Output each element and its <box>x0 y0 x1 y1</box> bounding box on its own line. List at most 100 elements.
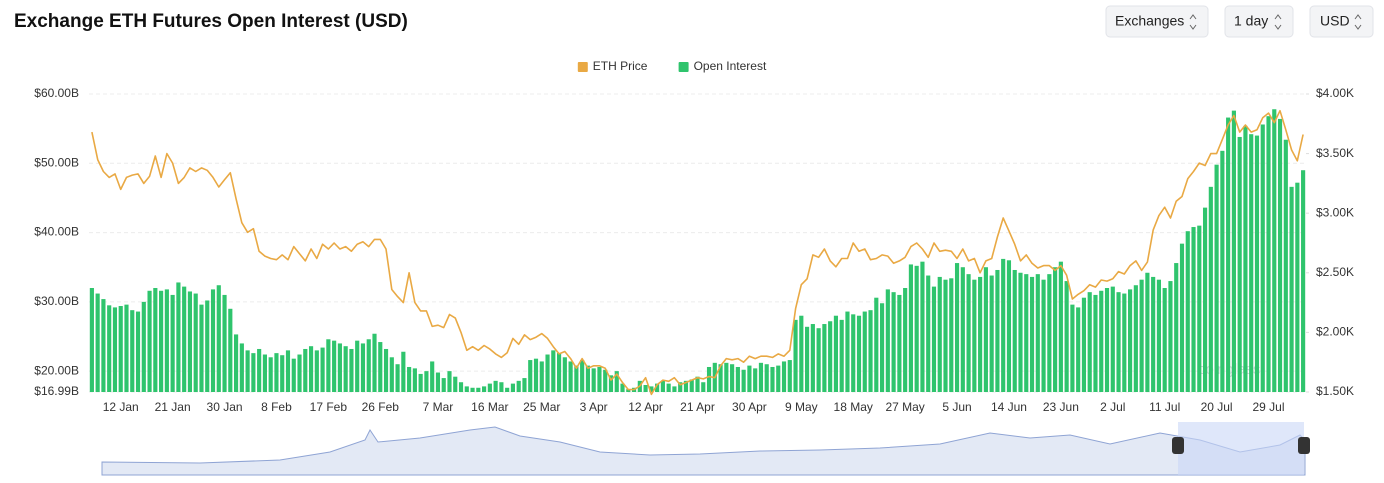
bar <box>1116 292 1121 392</box>
x-tick-label: 18 May <box>834 400 873 414</box>
bar <box>539 361 544 392</box>
bar <box>533 358 539 392</box>
bar <box>683 380 689 392</box>
bar <box>568 361 573 392</box>
navigator-window[interactable] <box>1178 422 1304 475</box>
bar <box>193 293 198 392</box>
x-tick-label: 16 Mar <box>471 400 508 414</box>
bar <box>464 386 469 392</box>
bar <box>718 364 723 392</box>
bar <box>1254 135 1260 393</box>
bar <box>1139 279 1144 392</box>
bar <box>355 340 360 392</box>
bar <box>222 294 227 392</box>
x-tick-label: 25 Mar <box>523 400 560 414</box>
bar <box>447 371 452 392</box>
bar <box>1191 227 1196 392</box>
chevron <box>1354 14 1362 30</box>
x-tick-label: 5 Jun <box>942 400 971 414</box>
bar <box>182 286 187 392</box>
bar <box>401 351 406 392</box>
bar <box>107 305 112 392</box>
bar <box>1168 281 1173 392</box>
button-bg <box>1224 5 1294 38</box>
legend-swatch <box>678 62 689 72</box>
chevron <box>1274 14 1282 30</box>
legend: ETH Price Open Interest <box>577 59 767 73</box>
bar <box>101 299 106 392</box>
bar <box>1231 110 1236 392</box>
bar <box>891 292 896 392</box>
bar <box>845 311 850 392</box>
bar <box>747 365 752 392</box>
bar <box>1202 207 1208 392</box>
bar <box>805 326 810 392</box>
bar <box>383 348 389 392</box>
bar <box>1029 276 1035 392</box>
bar <box>1226 117 1231 392</box>
bar <box>660 380 665 392</box>
bar <box>216 285 221 392</box>
bar <box>978 276 983 392</box>
bar <box>262 354 267 392</box>
navigator-handle[interactable] <box>1172 437 1184 454</box>
legend-label: Open Interest <box>694 59 767 73</box>
bar <box>257 348 262 392</box>
bar <box>239 343 244 392</box>
bar <box>308 346 314 392</box>
bar <box>112 307 118 392</box>
bar <box>1283 139 1288 392</box>
bar <box>776 365 781 392</box>
exchange-selector[interactable]: Exchanges <box>1105 5 1209 38</box>
bar <box>314 350 319 392</box>
bar <box>89 288 94 392</box>
navigator-handle[interactable] <box>1298 437 1310 454</box>
bar <box>1128 289 1133 392</box>
bar <box>753 368 758 392</box>
bar <box>1208 186 1213 392</box>
bar <box>510 383 516 392</box>
bar <box>130 310 135 392</box>
bar <box>1058 261 1063 392</box>
bar <box>164 289 169 392</box>
bar <box>389 357 394 392</box>
legend-swatch <box>577 62 588 72</box>
button-bg <box>1105 5 1209 38</box>
bar <box>378 342 383 392</box>
y2-tick-label: $2.50K <box>1316 265 1354 279</box>
x-tick-label: 8 Feb <box>261 400 292 414</box>
bar <box>626 389 631 392</box>
bar <box>153 288 158 392</box>
bar <box>556 353 562 392</box>
bar <box>505 387 510 392</box>
chart-title: Exchange ETH Futures Open Interest (USD) <box>14 11 408 32</box>
bar <box>1104 288 1110 392</box>
bar <box>706 366 712 392</box>
y-tick-label: $16.99B <box>34 384 79 398</box>
x-tick-label: 2 Jul <box>1100 400 1125 414</box>
button-label: USD <box>1320 13 1350 29</box>
bar <box>1237 136 1242 392</box>
bar <box>655 383 660 392</box>
y2-tick-label: $2.00K <box>1316 325 1354 339</box>
currency-selector[interactable]: USD <box>1309 5 1374 38</box>
button-label: Exchanges <box>1115 13 1184 29</box>
bar <box>1197 225 1202 392</box>
interval-selector[interactable]: 1 day <box>1224 5 1294 38</box>
bar <box>1174 263 1179 392</box>
bar <box>701 382 706 392</box>
bar <box>620 383 625 392</box>
bar <box>678 382 683 392</box>
bar <box>1087 292 1092 392</box>
bar <box>949 278 954 392</box>
bar <box>580 360 585 392</box>
bar <box>545 354 550 392</box>
bar <box>159 290 164 392</box>
bar-series <box>89 109 1306 393</box>
bar <box>268 357 273 392</box>
bar <box>332 340 337 392</box>
bar <box>135 311 141 392</box>
bar <box>730 364 735 392</box>
bar <box>689 379 694 392</box>
button-label: 1 day <box>1234 13 1268 29</box>
